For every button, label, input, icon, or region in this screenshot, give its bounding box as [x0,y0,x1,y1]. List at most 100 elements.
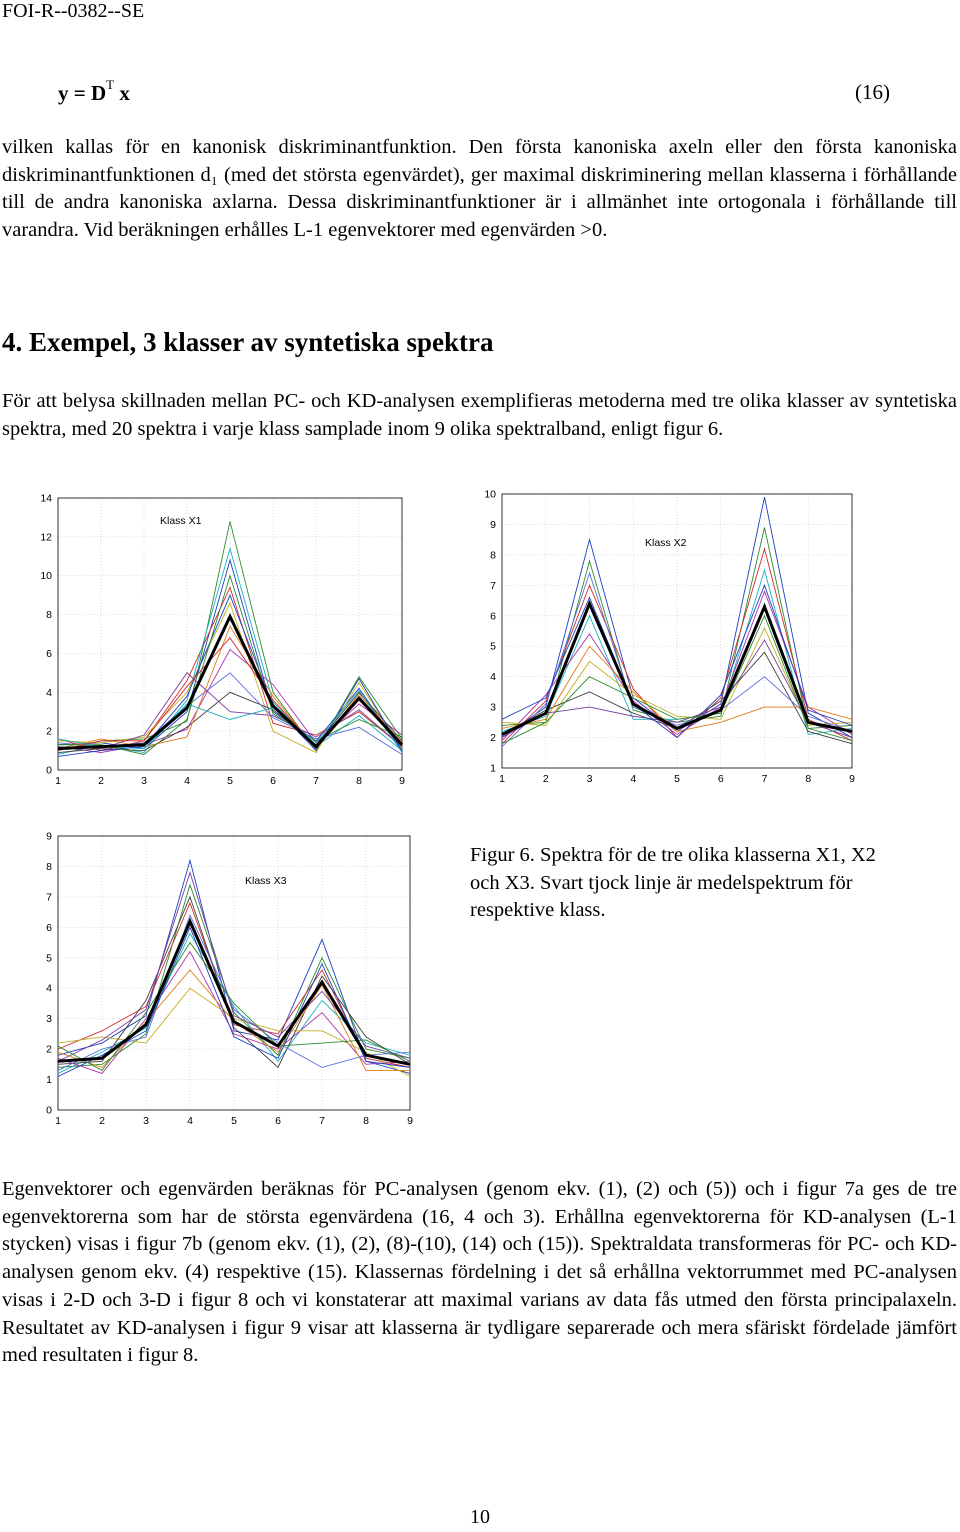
x-tick-label-5: 5 [231,1115,237,1127]
x-tick-label-4: 4 [187,1115,193,1127]
plot-frame [501,493,853,769]
x-tick-label-2: 2 [99,1115,105,1127]
mean-spectrum-line [57,917,411,1066]
paragraph-eigenvectors: Egenvektorer och egenvärden beräknas för… [2,1178,957,1367]
series-line-6 [57,601,403,754]
chart-klass-x1: 1 2 3 4 5 6 7 8 9 0 2 4 6 8 10 12 14 Klass X1 [30,488,410,788]
y-tick-label-5: 5 [490,641,496,653]
y-tick-label-4: 4 [46,687,52,699]
series-line-2 [57,883,411,1068]
y-tick-label-9: 9 [490,519,496,531]
x-tick-label-1: 1 [499,773,505,785]
x-tick-label-2: 2 [98,775,104,787]
y-tick-label-10: 10 [484,489,496,501]
y-tick-label-5: 5 [46,952,52,964]
paragraph-example-intro: För att belysa skillnaden mellan PC- och… [2,390,957,440]
series-line-11 [57,593,403,757]
series-line-12 [58,574,403,755]
y-tick-label-2: 2 [46,726,52,738]
series-line-12 [501,614,853,745]
y-tick-label-1: 1 [490,763,496,775]
x-tick-label-5: 5 [227,775,233,787]
x-tick-label-8: 8 [363,1115,369,1127]
x-tick-label-7: 7 [319,1115,325,1127]
y-tick-label-8: 8 [46,609,52,621]
figure-caption: Figur 6. Spektra för de tre olika klasse… [470,844,876,921]
series-line-10 [57,672,403,750]
x-tick-label-8: 8 [356,775,362,787]
equation-16: y = DT x [58,77,130,106]
report-id-header: FOI-R--0382--SE [2,0,145,22]
series-line-1 [57,858,411,1074]
x-tick-label-1: 1 [55,1115,61,1127]
series-line-8 [501,571,853,748]
section-title: 4. Exempel, 3 klasser av syntetiska spek… [2,327,494,357]
x-tick-label-2: 2 [543,773,549,785]
x-tick-label-7: 7 [313,775,319,787]
x-tick-label-3: 3 [143,1115,149,1127]
y-tick-label-8: 8 [46,861,52,873]
x-tick-label-4: 4 [630,773,636,785]
mean-spectrum-line [501,599,853,736]
x-tick-label-8: 8 [805,773,811,785]
x-tick-label-9: 9 [399,775,405,787]
y-tick-label-3: 3 [490,702,496,714]
x-tick-label-6: 6 [275,1115,281,1127]
chart-klass-x3: 1 2 3 4 5 6 7 8 9 0 1 2 3 4 5 6 7 8 9 Klass X3 [30,826,420,1132]
y-tick-label-4: 4 [46,983,52,995]
y-tick-label-0: 0 [46,765,52,777]
x-tick-label-6: 6 [270,775,276,787]
equation-rhs: x [114,81,130,105]
series-line-5 [57,950,411,1074]
y-tick-label-6: 6 [46,648,52,660]
x-tick-label-1: 1 [55,775,61,787]
chart-klass-x2: 1 2 3 4 5 6 7 8 9 1 2 3 4 5 6 7 8 9 10 Klass X2 [480,484,860,788]
paragraph-canonical-functions: vilken kallas för en kanonisk diskrimina… [2,136,957,242]
y-tick-label-3: 3 [46,1013,52,1025]
y-tick-label-6: 6 [490,610,496,622]
y-tick-label-8: 8 [490,549,496,561]
x-tick-label-7: 7 [762,773,768,785]
equation-lhs: y = D [58,81,107,105]
x-tick-label-9: 9 [849,773,855,785]
series-line-11 [501,584,853,739]
series-line-5 [501,590,853,741]
series-line-4 [501,568,853,736]
page-number: 10 [470,1506,490,1528]
y-tick-label-12: 12 [40,531,52,543]
equation-number: (16) [855,80,890,104]
x-tick-label-3: 3 [587,773,593,785]
y-tick-label-1: 1 [46,1074,52,1086]
chart-title: Klass X3 [245,875,287,887]
series-line-12 [57,941,411,1072]
x-tick-label-3: 3 [141,775,147,787]
series-line-5 [57,648,403,753]
y-tick-label-2: 2 [490,732,496,744]
chart-title: Klass X1 [160,515,202,527]
series-line-7 [57,895,411,1069]
series-line-10 [501,639,853,738]
equation-transpose: T [106,77,115,92]
y-tick-label-7: 7 [490,580,496,592]
x-tick-label-9: 9 [407,1115,413,1127]
series-line-8 [57,672,403,755]
y-tick-label-4: 4 [490,671,496,683]
plot-frame [57,835,411,1111]
chart-title: Klass X2 [645,537,687,549]
y-tick-label-2: 2 [46,1044,52,1056]
y-tick-label-9: 9 [46,831,52,843]
y-tick-label-0: 0 [46,1105,52,1117]
y-tick-label-10: 10 [40,570,52,582]
x-tick-label-6: 6 [718,773,724,785]
y-tick-label-14: 14 [40,493,52,505]
x-tick-label-5: 5 [674,773,680,785]
mean-spectrum-line [57,613,404,751]
plot-frame [57,497,403,771]
series-line-8 [57,913,411,1071]
y-tick-label-7: 7 [46,891,52,903]
series-line-2 [57,521,403,752]
y-tick-label-6: 6 [46,922,52,934]
x-tick-label-4: 4 [184,775,190,787]
